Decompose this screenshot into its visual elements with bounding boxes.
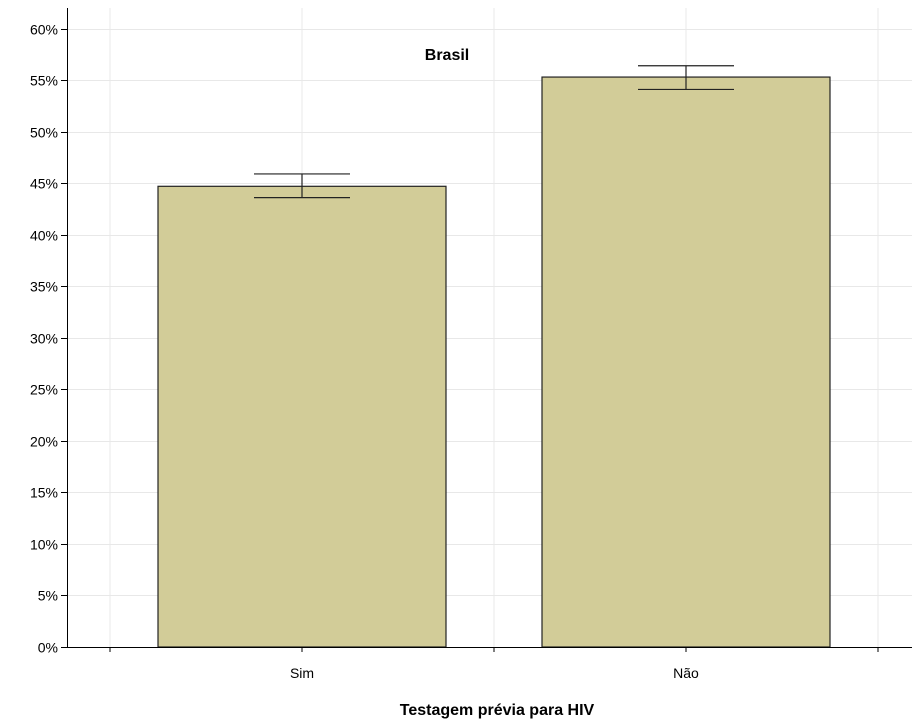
y-tick-label: 45% [30,176,58,192]
x-ticks: Sim Não [109,647,879,681]
bar-nao [541,76,831,648]
y-tick-label: 60% [30,22,58,38]
x-tick-label: Sim [290,665,314,681]
y-tick-label: 55% [30,73,58,89]
y-tick-label: 10% [30,537,58,553]
x-axis-label: Testagem prévia para HIV [400,702,595,719]
y-tick-label: 25% [30,382,58,398]
y-tick-label: 0% [38,640,58,656]
y-tick-label: 15% [30,485,58,501]
y-tick-label: 40% [30,228,58,244]
y-tick-label: 50% [30,125,58,141]
y-tick-label: 5% [38,588,58,604]
y-tick-label: 35% [30,279,58,295]
x-tick-label: Não [673,665,699,681]
error-bars [254,65,734,199]
bars [157,76,831,648]
chart-title: Brasil [425,47,469,64]
bar-sim [157,185,447,648]
y-tick-label: 30% [30,331,58,347]
y-tick-label: 20% [30,434,58,450]
y-ticks: 0% 5% 10% 15% 20% 25% 30% 35% 40% 45% 50% 55% 60% [30,22,67,656]
axes [67,8,912,648]
